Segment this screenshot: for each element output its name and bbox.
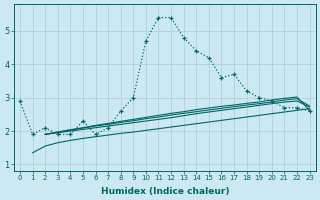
X-axis label: Humidex (Indice chaleur): Humidex (Indice chaleur): [100, 187, 229, 196]
